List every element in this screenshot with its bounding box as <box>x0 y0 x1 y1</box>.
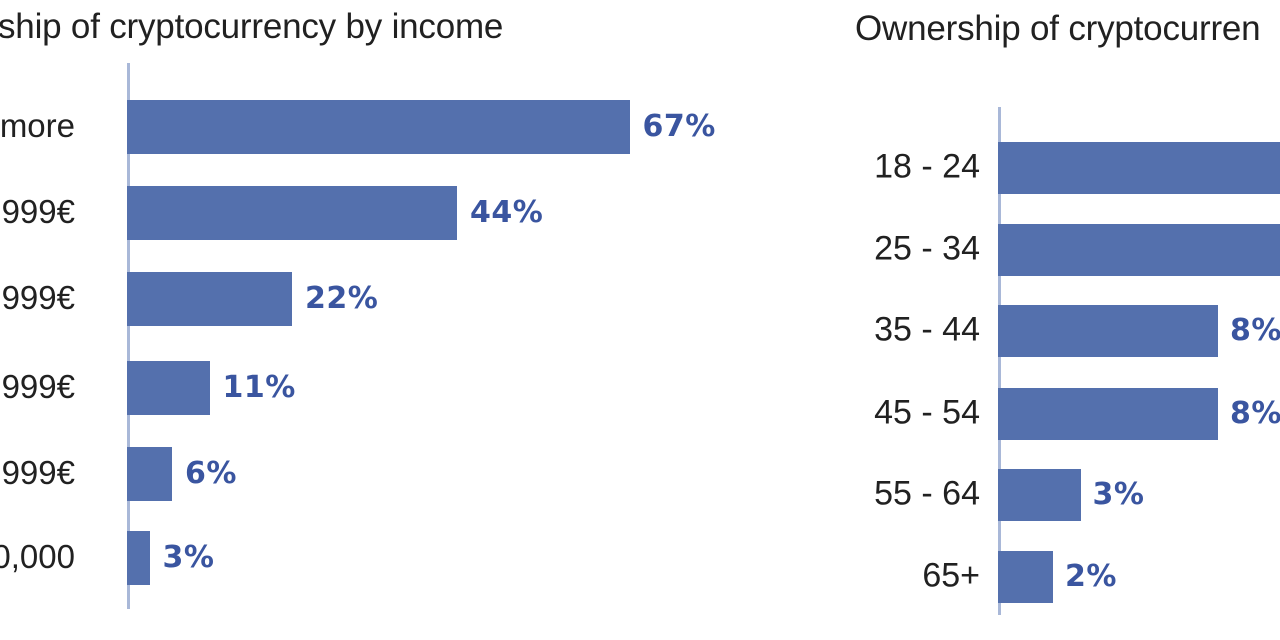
value-label: 3% <box>1092 476 1145 512</box>
value-label: 22% <box>305 280 379 316</box>
value-label: 8% <box>1230 312 1280 348</box>
value-label: 8% <box>1230 395 1280 431</box>
value-label: 44% <box>470 194 544 230</box>
category-label: 55 - 64 <box>874 474 980 513</box>
bar <box>998 551 1053 603</box>
category-label: 999€ <box>1 454 75 492</box>
crypto-ownership-by-income-chart: ship of cryptocurrency by income more 67%… <box>0 7 716 609</box>
bar <box>127 447 172 501</box>
y-axis-line <box>998 107 1001 615</box>
category-label: 25 - 34 <box>874 229 980 268</box>
category-label: 999€ <box>1 279 75 317</box>
category-label: 999€ <box>1 368 75 406</box>
y-axis-line <box>127 63 130 609</box>
category-label: 18 - 24 <box>874 147 980 186</box>
category-label: 45 - 54 <box>874 393 980 432</box>
value-label: 67% <box>642 108 716 144</box>
category-label: more <box>0 107 75 145</box>
bar <box>998 224 1280 276</box>
chart-title: Ownership of cryptocurren <box>855 9 1261 48</box>
value-label: 2% <box>1065 558 1117 594</box>
value-label: 6% <box>185 455 237 491</box>
value-label: 3% <box>162 539 215 575</box>
bar <box>998 388 1218 440</box>
category-label: 35 - 44 <box>874 310 980 349</box>
crypto-ownership-by-age-chart: Ownership of cryptocurren 18 - 24 25 - 34… <box>840 0 1280 640</box>
bar <box>127 100 630 154</box>
bar <box>998 469 1081 521</box>
category-label: 65+ <box>922 556 980 595</box>
bar <box>127 531 150 585</box>
chart-title: ship of cryptocurrency by income <box>0 7 504 46</box>
bar <box>127 272 292 326</box>
bar <box>127 361 210 415</box>
category-label: 999€ <box>1 193 75 231</box>
bar <box>998 142 1280 194</box>
bar <box>998 305 1218 357</box>
bar <box>127 186 457 240</box>
category-label: 0,000 <box>0 538 75 576</box>
value-label: 11% <box>222 369 296 405</box>
